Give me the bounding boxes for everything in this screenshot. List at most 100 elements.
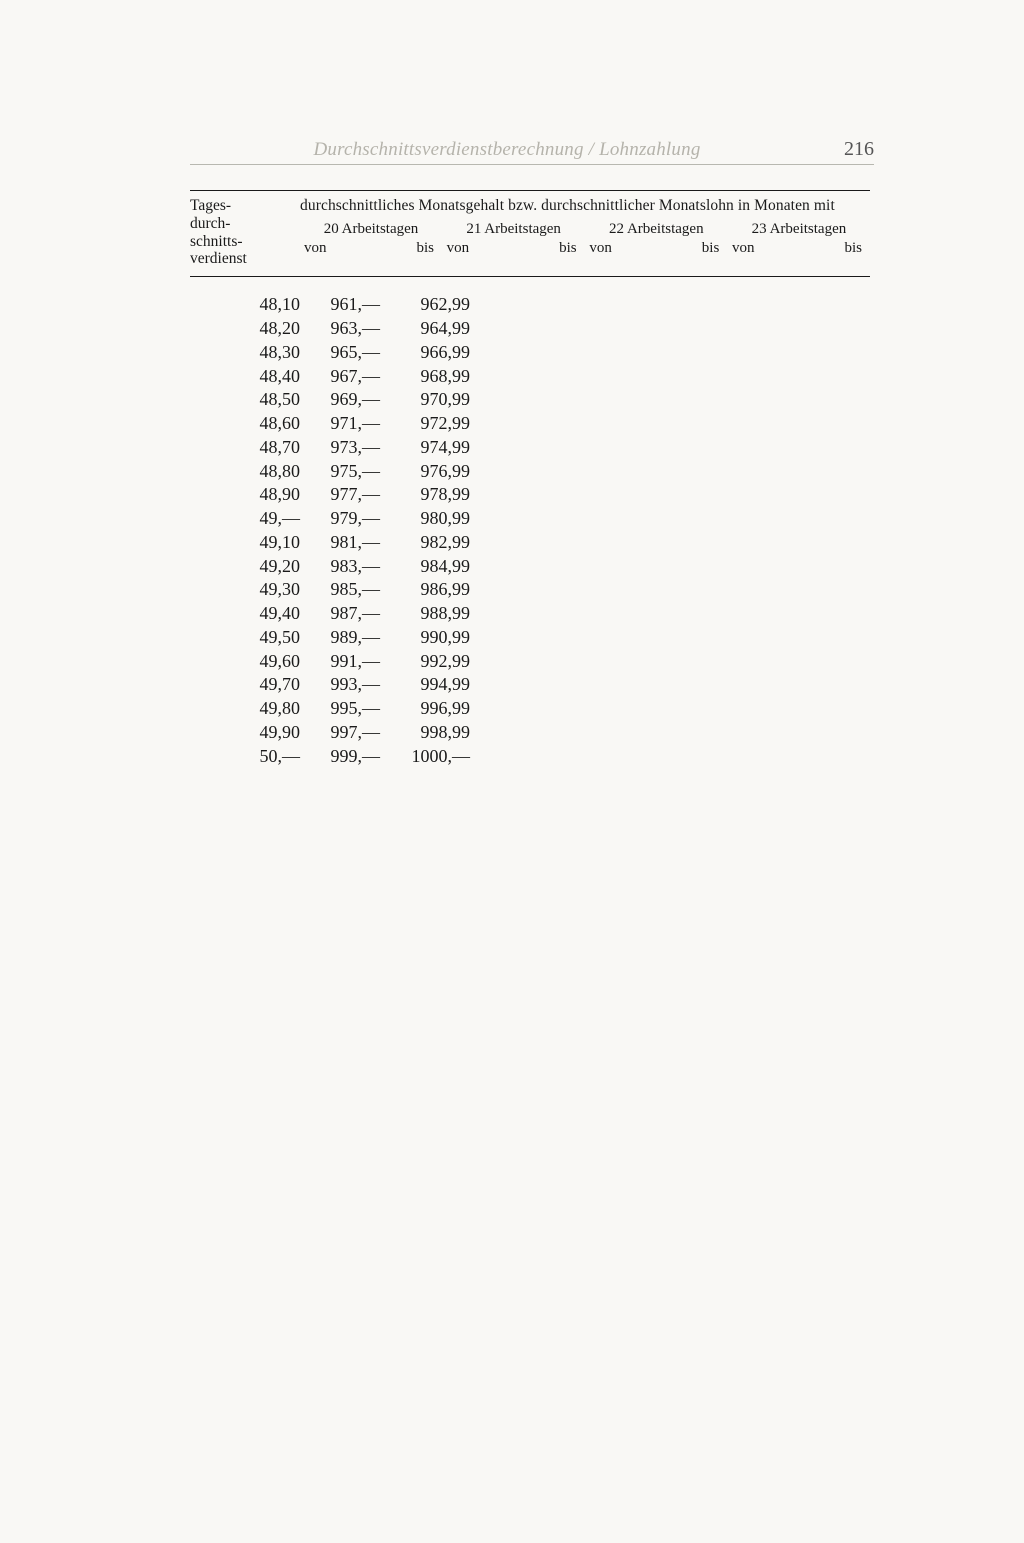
cell-von: 965,— <box>300 341 380 365</box>
header-span-col: durchschnittliches Monatsgehalt bzw. dur… <box>300 197 870 268</box>
cell-von: 999,— <box>300 745 380 769</box>
cell-von: 983,— <box>300 555 380 579</box>
page-number: 216 <box>824 138 874 161</box>
header-von-label: von <box>304 240 327 257</box>
cell-bis: 1000,— <box>380 745 470 769</box>
cell-tages: 49,60 <box>190 650 300 674</box>
header-von-label: von <box>732 240 755 257</box>
cell-bis: 982,99 <box>380 531 470 555</box>
cell-tages: 48,20 <box>190 317 300 341</box>
cell-tages: 50,— <box>190 745 300 769</box>
rule-top <box>190 190 870 191</box>
cell-von: 967,— <box>300 365 380 389</box>
cell-tages: 49,40 <box>190 602 300 626</box>
cell-tages: 48,30 <box>190 341 300 365</box>
cell-tages: 49,20 <box>190 555 300 579</box>
cell-bis: 980,99 <box>380 507 470 531</box>
header-span-title: durchschnittliches Monatsgehalt bzw. dur… <box>300 197 870 215</box>
table-row: 48,90977,—978,99 <box>190 483 470 507</box>
header-left-line: schnitts- <box>190 233 300 251</box>
cell-bis: 988,99 <box>380 602 470 626</box>
cell-von: 961,— <box>300 293 380 317</box>
header-left-line: durch- <box>190 215 300 233</box>
cell-tages: 49,50 <box>190 626 300 650</box>
table-row: 48,10961,—962,99 <box>190 293 470 317</box>
cell-bis: 972,99 <box>380 412 470 436</box>
cell-tages: 48,40 <box>190 365 300 389</box>
header-bis-label: bis <box>559 240 577 257</box>
cell-von: 985,— <box>300 578 380 602</box>
header-group-title: 20 Arbeitstagen <box>300 221 442 238</box>
cell-von: 995,— <box>300 697 380 721</box>
table-row: 48,70973,—974,99 <box>190 436 470 460</box>
header-group: 23 Arbeitstagen von bis <box>728 221 870 257</box>
table-row: 49,—979,—980,99 <box>190 507 470 531</box>
cell-bis: 984,99 <box>380 555 470 579</box>
cell-bis: 970,99 <box>380 388 470 412</box>
header-group-title: 22 Arbeitstagen <box>585 221 727 238</box>
cell-tages: 48,70 <box>190 436 300 460</box>
running-title: Durchschnittsverdienstberechnung / Lohnz… <box>190 139 824 161</box>
cell-bis: 962,99 <box>380 293 470 317</box>
table-container: Tages- durch- schnitts- verdienst durchs… <box>190 190 870 768</box>
cell-von: 987,— <box>300 602 380 626</box>
table-row: 49,90997,—998,99 <box>190 721 470 745</box>
table-row: 49,70993,—994,99 <box>190 673 470 697</box>
table-row: 49,10981,—982,99 <box>190 531 470 555</box>
cell-tages: 49,— <box>190 507 300 531</box>
table-row: 48,30965,—966,99 <box>190 341 470 365</box>
cell-tages: 48,80 <box>190 460 300 484</box>
header-bis-label: bis <box>416 240 434 257</box>
table-row: 49,30985,—986,99 <box>190 578 470 602</box>
cell-tages: 48,50 <box>190 388 300 412</box>
cell-von: 997,— <box>300 721 380 745</box>
table-row: 49,40987,—988,99 <box>190 602 470 626</box>
table-row: 49,20983,—984,99 <box>190 555 470 579</box>
table-row: 49,60991,—992,99 <box>190 650 470 674</box>
cell-von: 989,— <box>300 626 380 650</box>
header-bis-label: bis <box>702 240 720 257</box>
header-group-title: 21 Arbeitstagen <box>443 221 585 238</box>
rule-mid <box>190 276 870 277</box>
cell-tages: 49,10 <box>190 531 300 555</box>
cell-bis: 990,99 <box>380 626 470 650</box>
running-head: Durchschnittsverdienstberechnung / Lohnz… <box>190 138 874 165</box>
cell-von: 991,— <box>300 650 380 674</box>
table-header: Tages- durch- schnitts- verdienst durchs… <box>190 197 870 268</box>
table-row: 49,80995,—996,99 <box>190 697 470 721</box>
cell-bis: 998,99 <box>380 721 470 745</box>
header-von-label: von <box>447 240 470 257</box>
cell-tages: 49,70 <box>190 673 300 697</box>
cell-bis: 986,99 <box>380 578 470 602</box>
cell-tages: 48,90 <box>190 483 300 507</box>
header-von-label: von <box>589 240 612 257</box>
header-left-col: Tages- durch- schnitts- verdienst <box>190 197 300 268</box>
cell-bis: 996,99 <box>380 697 470 721</box>
cell-tages: 49,30 <box>190 578 300 602</box>
cell-bis: 978,99 <box>380 483 470 507</box>
cell-von: 971,— <box>300 412 380 436</box>
table-row: 49,50989,—990,99 <box>190 626 470 650</box>
cell-tages: 49,90 <box>190 721 300 745</box>
cell-bis: 968,99 <box>380 365 470 389</box>
table-row: 48,50969,—970,99 <box>190 388 470 412</box>
cell-von: 969,— <box>300 388 380 412</box>
data-table: 48,10961,—962,9948,20963,—964,9948,30965… <box>190 293 470 768</box>
cell-von: 975,— <box>300 460 380 484</box>
header-group-title: 23 Arbeitstagen <box>728 221 870 238</box>
header-group: 20 Arbeitstagen von bis <box>300 221 442 257</box>
table-row: 48,40967,—968,99 <box>190 365 470 389</box>
cell-von: 977,— <box>300 483 380 507</box>
cell-von: 979,— <box>300 507 380 531</box>
cell-tages: 48,10 <box>190 293 300 317</box>
cell-von: 981,— <box>300 531 380 555</box>
cell-bis: 976,99 <box>380 460 470 484</box>
table-row: 50,—999,—1000,— <box>190 745 470 769</box>
table-row: 48,60971,—972,99 <box>190 412 470 436</box>
cell-von: 963,— <box>300 317 380 341</box>
cell-tages: 48,60 <box>190 412 300 436</box>
cell-bis: 994,99 <box>380 673 470 697</box>
header-group: 21 Arbeitstagen von bis <box>443 221 585 257</box>
cell-bis: 964,99 <box>380 317 470 341</box>
header-left-line: Tages- <box>190 197 300 215</box>
